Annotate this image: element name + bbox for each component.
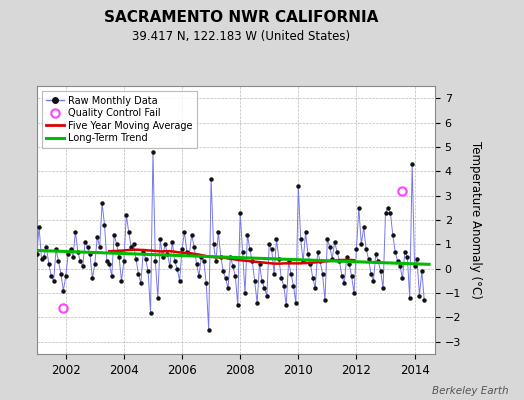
Text: 39.417 N, 122.183 W (United States): 39.417 N, 122.183 W (United States) (132, 30, 350, 43)
Text: SACRAMENTO NWR CALIFORNIA: SACRAMENTO NWR CALIFORNIA (104, 10, 378, 25)
Y-axis label: Temperature Anomaly (°C): Temperature Anomaly (°C) (470, 141, 483, 299)
Text: Berkeley Earth: Berkeley Earth (432, 386, 508, 396)
Legend: Raw Monthly Data, Quality Control Fail, Five Year Moving Average, Long-Term Tren: Raw Monthly Data, Quality Control Fail, … (41, 91, 197, 148)
